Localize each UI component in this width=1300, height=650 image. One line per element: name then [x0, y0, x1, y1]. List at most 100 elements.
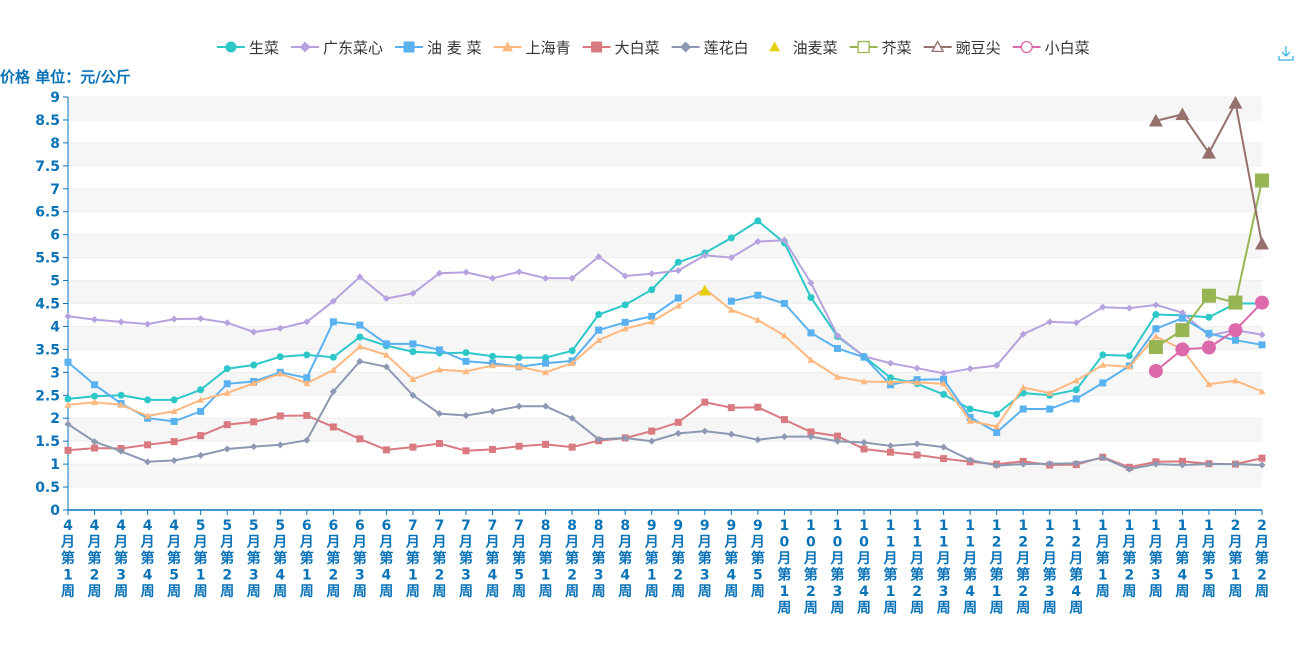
data-point [144, 412, 152, 419]
data-point [621, 272, 629, 280]
data-point [833, 373, 841, 380]
data-point [727, 306, 735, 313]
legend-item[interactable]: 生菜 [217, 39, 279, 57]
data-point [91, 316, 99, 324]
data-point [276, 412, 284, 420]
x-tick-label: 1 2 月第 4 周 [1068, 518, 1083, 617]
legend-item[interactable]: 芥菜 [849, 39, 912, 57]
data-point [913, 364, 921, 372]
x-tick-label: 4 月第 5 周 [166, 518, 181, 600]
data-point [1152, 301, 1160, 309]
y-tick-label: 3 [50, 365, 60, 381]
data-point [1072, 395, 1080, 403]
data-point [250, 328, 258, 336]
legend-item[interactable]: 豌豆尖 [923, 39, 1001, 57]
data-point [1175, 342, 1190, 357]
x-tick-label: 1 0 月第 2 周 [803, 518, 818, 617]
data-point [807, 279, 815, 287]
legend-item[interactable]: 莲花白 [671, 39, 749, 57]
x-tick-label: 1 月第 4 周 [1174, 518, 1189, 600]
x-tick-label: 1 月第 3 周 [1148, 518, 1163, 600]
x-tick-label: 4 月第 2 周 [87, 518, 102, 600]
data-point [780, 332, 788, 339]
data-point [542, 354, 550, 362]
x-tick-label: 6 月第 1 周 [299, 518, 314, 600]
data-point [780, 433, 788, 441]
data-point [1228, 295, 1243, 310]
y-tick-label: 9 [50, 90, 60, 106]
data-point [674, 294, 682, 302]
data-point [1148, 363, 1163, 378]
x-tick-label: 5 月第 1 周 [193, 518, 208, 600]
data-point [91, 381, 99, 389]
data-point [462, 447, 470, 455]
grid-band [68, 188, 1262, 212]
data-point [382, 363, 390, 371]
data-point [1148, 113, 1163, 127]
data-point [409, 289, 417, 297]
data-point [515, 363, 523, 370]
data-point [1046, 389, 1054, 396]
y-tick-label: 4 [50, 319, 60, 335]
x-tick-label: 1 1 月第 4 周 [962, 518, 977, 617]
legend-item[interactable]: 小白菜 [1012, 39, 1090, 57]
data-point [887, 374, 895, 382]
legend-item[interactable]: 上海青 [493, 39, 571, 57]
legend-label: 大白菜 [615, 39, 660, 57]
data-point [940, 380, 948, 387]
x-tick-label: 1 月第 2 周 [1121, 518, 1136, 600]
legend-label: 芥菜 [882, 39, 912, 57]
legend-item[interactable]: 大白菜 [582, 39, 660, 57]
data-point [1019, 405, 1027, 413]
data-point [754, 291, 762, 299]
x-tick-label: 4 月第 3 周 [113, 518, 128, 600]
x-tick-label: 1 0 月第 4 周 [856, 518, 871, 617]
data-point [489, 407, 497, 415]
data-point [1125, 363, 1133, 370]
data-point [303, 374, 311, 382]
x-tick-label: 1 月第 5 周 [1201, 518, 1216, 600]
grid-band [68, 257, 1262, 281]
data-point [329, 366, 337, 373]
data-point [435, 269, 443, 277]
data-point [595, 326, 603, 334]
grid-band [68, 464, 1262, 488]
data-point [1072, 386, 1080, 394]
grid-band [68, 487, 1262, 510]
data-point [833, 437, 841, 445]
data-point [568, 443, 576, 451]
legend-item[interactable]: 油 麦 菜 [395, 39, 482, 57]
data-point [913, 440, 921, 448]
data-point [170, 438, 178, 446]
data-point [1201, 340, 1216, 355]
x-tick-label: 1 2 月第 1 周 [989, 518, 1004, 617]
download-icon[interactable] [1277, 44, 1295, 62]
data-point [144, 441, 152, 449]
data-point [356, 273, 364, 281]
data-point [1205, 313, 1213, 321]
data-point [409, 443, 417, 451]
grid-band [68, 142, 1262, 166]
data-point [197, 396, 205, 403]
x-tick-label: 6 月第 4 周 [378, 518, 393, 600]
data-point [462, 349, 470, 357]
data-point [568, 414, 576, 422]
data-point [754, 217, 762, 225]
grid-bands [68, 97, 1262, 510]
x-tick-label: 9 月第 3 周 [697, 518, 712, 600]
data-point [1072, 377, 1080, 384]
data-point [887, 378, 895, 385]
series-9 [1148, 295, 1269, 378]
data-point [674, 258, 682, 266]
data-point [674, 429, 682, 437]
data-point [1201, 145, 1216, 159]
data-point [1148, 340, 1163, 355]
legend-item[interactable]: 广东菜心 [291, 39, 383, 57]
x-tick-label: 4 月第 1 周 [60, 518, 75, 600]
legend-item[interactable]: 油麦菜 [769, 39, 838, 57]
y-tick-label: 8 [50, 136, 60, 152]
legend-marker [769, 41, 781, 52]
data-point [435, 366, 443, 373]
data-point [568, 359, 576, 366]
